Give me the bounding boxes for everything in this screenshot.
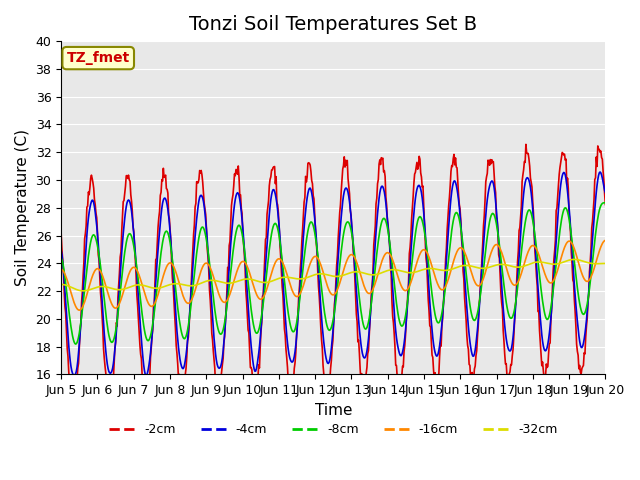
-16cm xyxy=(602,238,609,243)
-8cm xyxy=(124,234,132,240)
-2cm xyxy=(69,403,77,408)
-32cm xyxy=(208,277,216,283)
Line: -2cm: -2cm xyxy=(61,144,605,406)
-32cm xyxy=(58,281,65,287)
-4cm xyxy=(208,305,216,311)
-4cm xyxy=(416,184,424,190)
-2cm xyxy=(602,202,609,207)
-4cm xyxy=(179,366,187,372)
-2cm xyxy=(522,142,530,147)
-32cm xyxy=(602,261,609,266)
-16cm xyxy=(179,293,187,299)
-8cm xyxy=(67,324,75,330)
-16cm xyxy=(208,269,216,275)
-16cm xyxy=(67,290,75,296)
-32cm xyxy=(79,288,87,294)
-2cm xyxy=(416,156,424,162)
-4cm xyxy=(67,364,75,370)
-8cm xyxy=(72,341,79,347)
-16cm xyxy=(400,287,408,293)
-8cm xyxy=(416,214,424,219)
-4cm xyxy=(58,248,65,253)
-4cm xyxy=(602,190,609,195)
-16cm xyxy=(76,307,83,313)
-2cm xyxy=(208,331,216,336)
-16cm xyxy=(416,251,424,257)
-16cm xyxy=(124,274,132,280)
-4cm xyxy=(400,341,408,347)
-32cm xyxy=(67,284,75,290)
Legend: -2cm, -4cm, -8cm, -16cm, -32cm: -2cm, -4cm, -8cm, -16cm, -32cm xyxy=(104,419,563,442)
-8cm xyxy=(179,335,187,340)
Y-axis label: Soil Temperature (C): Soil Temperature (C) xyxy=(15,129,30,286)
-2cm xyxy=(58,230,65,236)
Line: -8cm: -8cm xyxy=(61,203,605,344)
Title: Tonzi Soil Temperatures Set B: Tonzi Soil Temperatures Set B xyxy=(189,15,477,34)
Line: -4cm: -4cm xyxy=(61,172,605,375)
Line: -16cm: -16cm xyxy=(61,240,605,310)
-2cm xyxy=(124,176,132,181)
Text: TZ_fmet: TZ_fmet xyxy=(67,51,130,65)
-2cm xyxy=(67,398,75,404)
-32cm xyxy=(400,269,408,275)
-4cm xyxy=(123,200,131,206)
-2cm xyxy=(400,348,408,354)
-32cm xyxy=(416,268,424,274)
-8cm xyxy=(602,200,609,205)
-8cm xyxy=(208,281,216,287)
-2cm xyxy=(179,387,187,393)
-4cm xyxy=(596,169,604,175)
-32cm xyxy=(570,256,578,262)
-32cm xyxy=(179,282,187,288)
X-axis label: Time: Time xyxy=(314,403,352,418)
-32cm xyxy=(124,285,132,291)
-16cm xyxy=(58,266,65,272)
-8cm xyxy=(58,255,65,261)
Line: -32cm: -32cm xyxy=(61,259,605,291)
-8cm xyxy=(400,320,408,325)
-4cm xyxy=(142,372,150,378)
